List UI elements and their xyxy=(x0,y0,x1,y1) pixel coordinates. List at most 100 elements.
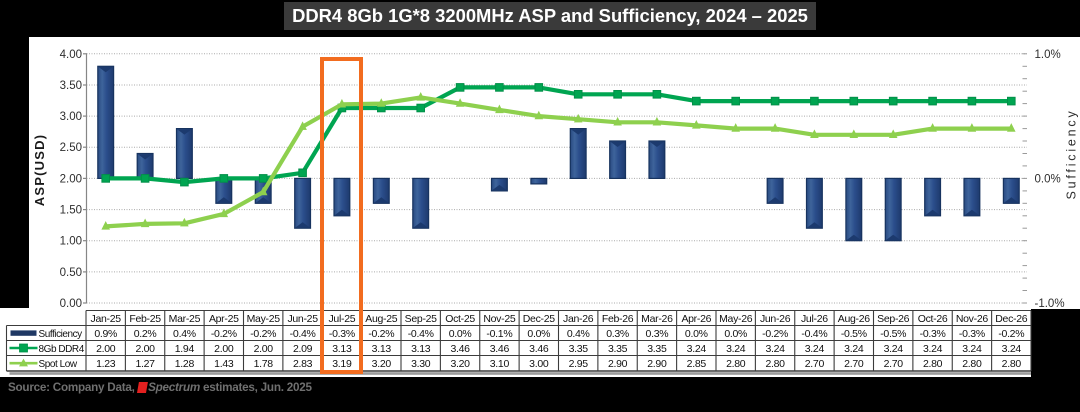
svg-text:Mar-25: Mar-25 xyxy=(169,313,201,325)
svg-text:May-25: May-25 xyxy=(247,313,281,325)
svg-text:3.20: 3.20 xyxy=(372,358,392,370)
svg-text:0.9%: 0.9% xyxy=(94,328,117,340)
svg-text:2.80: 2.80 xyxy=(765,358,785,370)
svg-text:0.0%: 0.0% xyxy=(527,328,550,340)
svg-text:0.4%: 0.4% xyxy=(567,328,590,340)
svg-text:-0.3%: -0.3% xyxy=(329,328,355,340)
svg-text:Jul-25: Jul-25 xyxy=(328,313,355,325)
svg-text:-0.1%: -0.1% xyxy=(486,328,512,340)
svg-text:2.50: 2.50 xyxy=(60,142,82,154)
svg-text:3.24: 3.24 xyxy=(1002,343,1022,355)
svg-text:2.83: 2.83 xyxy=(293,358,313,370)
svg-text:3.46: 3.46 xyxy=(490,343,510,355)
svg-text:-0.2%: -0.2% xyxy=(762,328,788,340)
svg-text:2.70: 2.70 xyxy=(805,358,825,370)
svg-text:3.35: 3.35 xyxy=(647,343,667,355)
svg-text:1.43: 1.43 xyxy=(214,358,234,370)
svg-text:Sep-26: Sep-26 xyxy=(877,313,910,325)
svg-text:0.4%: 0.4% xyxy=(173,328,196,340)
svg-text:-0.3%: -0.3% xyxy=(959,328,985,340)
svg-text:-0.5%: -0.5% xyxy=(880,328,906,340)
svg-text:Sep-25: Sep-25 xyxy=(405,313,438,325)
svg-text:Jun-25: Jun-25 xyxy=(287,313,318,325)
svg-text:0.0%: 0.0% xyxy=(685,328,708,340)
svg-text:2.80: 2.80 xyxy=(726,358,746,370)
svg-text:2.95: 2.95 xyxy=(569,358,589,370)
svg-text:Sufficiency: Sufficiency xyxy=(39,329,83,340)
svg-text:0.3%: 0.3% xyxy=(646,328,669,340)
svg-text:Jul-26: Jul-26 xyxy=(801,313,828,325)
svg-text:1.78: 1.78 xyxy=(254,358,274,370)
svg-text:3.24: 3.24 xyxy=(884,343,904,355)
svg-text:2.70: 2.70 xyxy=(844,358,864,370)
svg-text:Nov-26: Nov-26 xyxy=(956,313,989,325)
svg-text:2.90: 2.90 xyxy=(608,358,628,370)
svg-text:Oct-25: Oct-25 xyxy=(445,313,475,325)
svg-text:Dec-26: Dec-26 xyxy=(995,313,1028,325)
svg-text:-0.2%: -0.2% xyxy=(998,328,1024,340)
svg-text:3.35: 3.35 xyxy=(608,343,628,355)
svg-text:May-26: May-26 xyxy=(719,313,753,325)
svg-text:3.30: 3.30 xyxy=(411,358,431,370)
svg-text:2.00: 2.00 xyxy=(60,173,82,185)
svg-text:Dec-25: Dec-25 xyxy=(523,313,556,325)
svg-text:0.00: 0.00 xyxy=(60,298,82,310)
svg-text:4.00: 4.00 xyxy=(60,49,82,61)
svg-text:1.94: 1.94 xyxy=(175,343,195,355)
svg-text:3.24: 3.24 xyxy=(805,343,825,355)
svg-text:-0.4%: -0.4% xyxy=(801,328,827,340)
svg-text:2.70: 2.70 xyxy=(884,358,904,370)
svg-text:3.35: 3.35 xyxy=(569,343,589,355)
svg-text:1.23: 1.23 xyxy=(96,358,116,370)
svg-text:3.24: 3.24 xyxy=(726,343,746,355)
svg-text:-0.4%: -0.4% xyxy=(290,328,316,340)
svg-text:Jun-26: Jun-26 xyxy=(760,313,791,325)
svg-text:-0.5%: -0.5% xyxy=(841,328,867,340)
svg-text:2.00: 2.00 xyxy=(214,343,234,355)
svg-text:2.00: 2.00 xyxy=(254,343,274,355)
svg-text:1.28: 1.28 xyxy=(175,358,195,370)
svg-text:2.00: 2.00 xyxy=(96,343,116,355)
svg-text:3.24: 3.24 xyxy=(765,343,785,355)
svg-text:-0.4%: -0.4% xyxy=(408,328,434,340)
svg-text:0.2%: 0.2% xyxy=(134,328,157,340)
svg-text:ASP(USD): ASP(USD) xyxy=(32,134,47,206)
svg-text:3.24: 3.24 xyxy=(687,343,707,355)
svg-text:3.19: 3.19 xyxy=(332,358,352,370)
svg-text:Jan-25: Jan-25 xyxy=(91,313,122,325)
svg-text:1.00: 1.00 xyxy=(60,236,82,248)
svg-text:Spot Low: Spot Low xyxy=(39,359,78,370)
svg-text:3.46: 3.46 xyxy=(529,343,549,355)
svg-text:Apr-26: Apr-26 xyxy=(681,313,711,325)
svg-text:3.13: 3.13 xyxy=(411,343,431,355)
svg-text:3.13: 3.13 xyxy=(372,343,392,355)
svg-text:Apr-25: Apr-25 xyxy=(209,313,239,325)
svg-text:Jan-26: Jan-26 xyxy=(563,313,594,325)
svg-text:-0.3%: -0.3% xyxy=(920,328,946,340)
svg-text:1.27: 1.27 xyxy=(135,358,155,370)
svg-text:Feb-25: Feb-25 xyxy=(129,313,161,325)
svg-text:3.10: 3.10 xyxy=(490,358,510,370)
svg-text:1.0%: 1.0% xyxy=(1035,49,1061,61)
svg-text:0.0%: 0.0% xyxy=(1035,173,1061,185)
svg-text:2.80: 2.80 xyxy=(962,358,982,370)
svg-text:3.24: 3.24 xyxy=(962,343,982,355)
svg-text:3.13: 3.13 xyxy=(332,343,352,355)
svg-text:2.09: 2.09 xyxy=(293,343,313,355)
svg-text:3.24: 3.24 xyxy=(923,343,943,355)
svg-text:3.20: 3.20 xyxy=(450,358,470,370)
svg-text:Aug-26: Aug-26 xyxy=(838,313,871,325)
svg-text:Aug-25: Aug-25 xyxy=(365,313,398,325)
svg-text:8Gb DDR4: 8Gb DDR4 xyxy=(39,344,85,355)
svg-text:-0.2%: -0.2% xyxy=(211,328,237,340)
svg-text:3.00: 3.00 xyxy=(60,111,82,123)
svg-text:3.46: 3.46 xyxy=(450,343,470,355)
svg-text:3.24: 3.24 xyxy=(844,343,864,355)
svg-text:3.50: 3.50 xyxy=(60,80,82,92)
svg-text:2.00: 2.00 xyxy=(135,343,155,355)
svg-text:1.50: 1.50 xyxy=(60,205,82,217)
svg-text:0.50: 0.50 xyxy=(60,267,82,279)
svg-text:2.90: 2.90 xyxy=(647,358,667,370)
svg-text:0.0%: 0.0% xyxy=(724,328,747,340)
svg-text:Oct-26: Oct-26 xyxy=(918,313,948,325)
